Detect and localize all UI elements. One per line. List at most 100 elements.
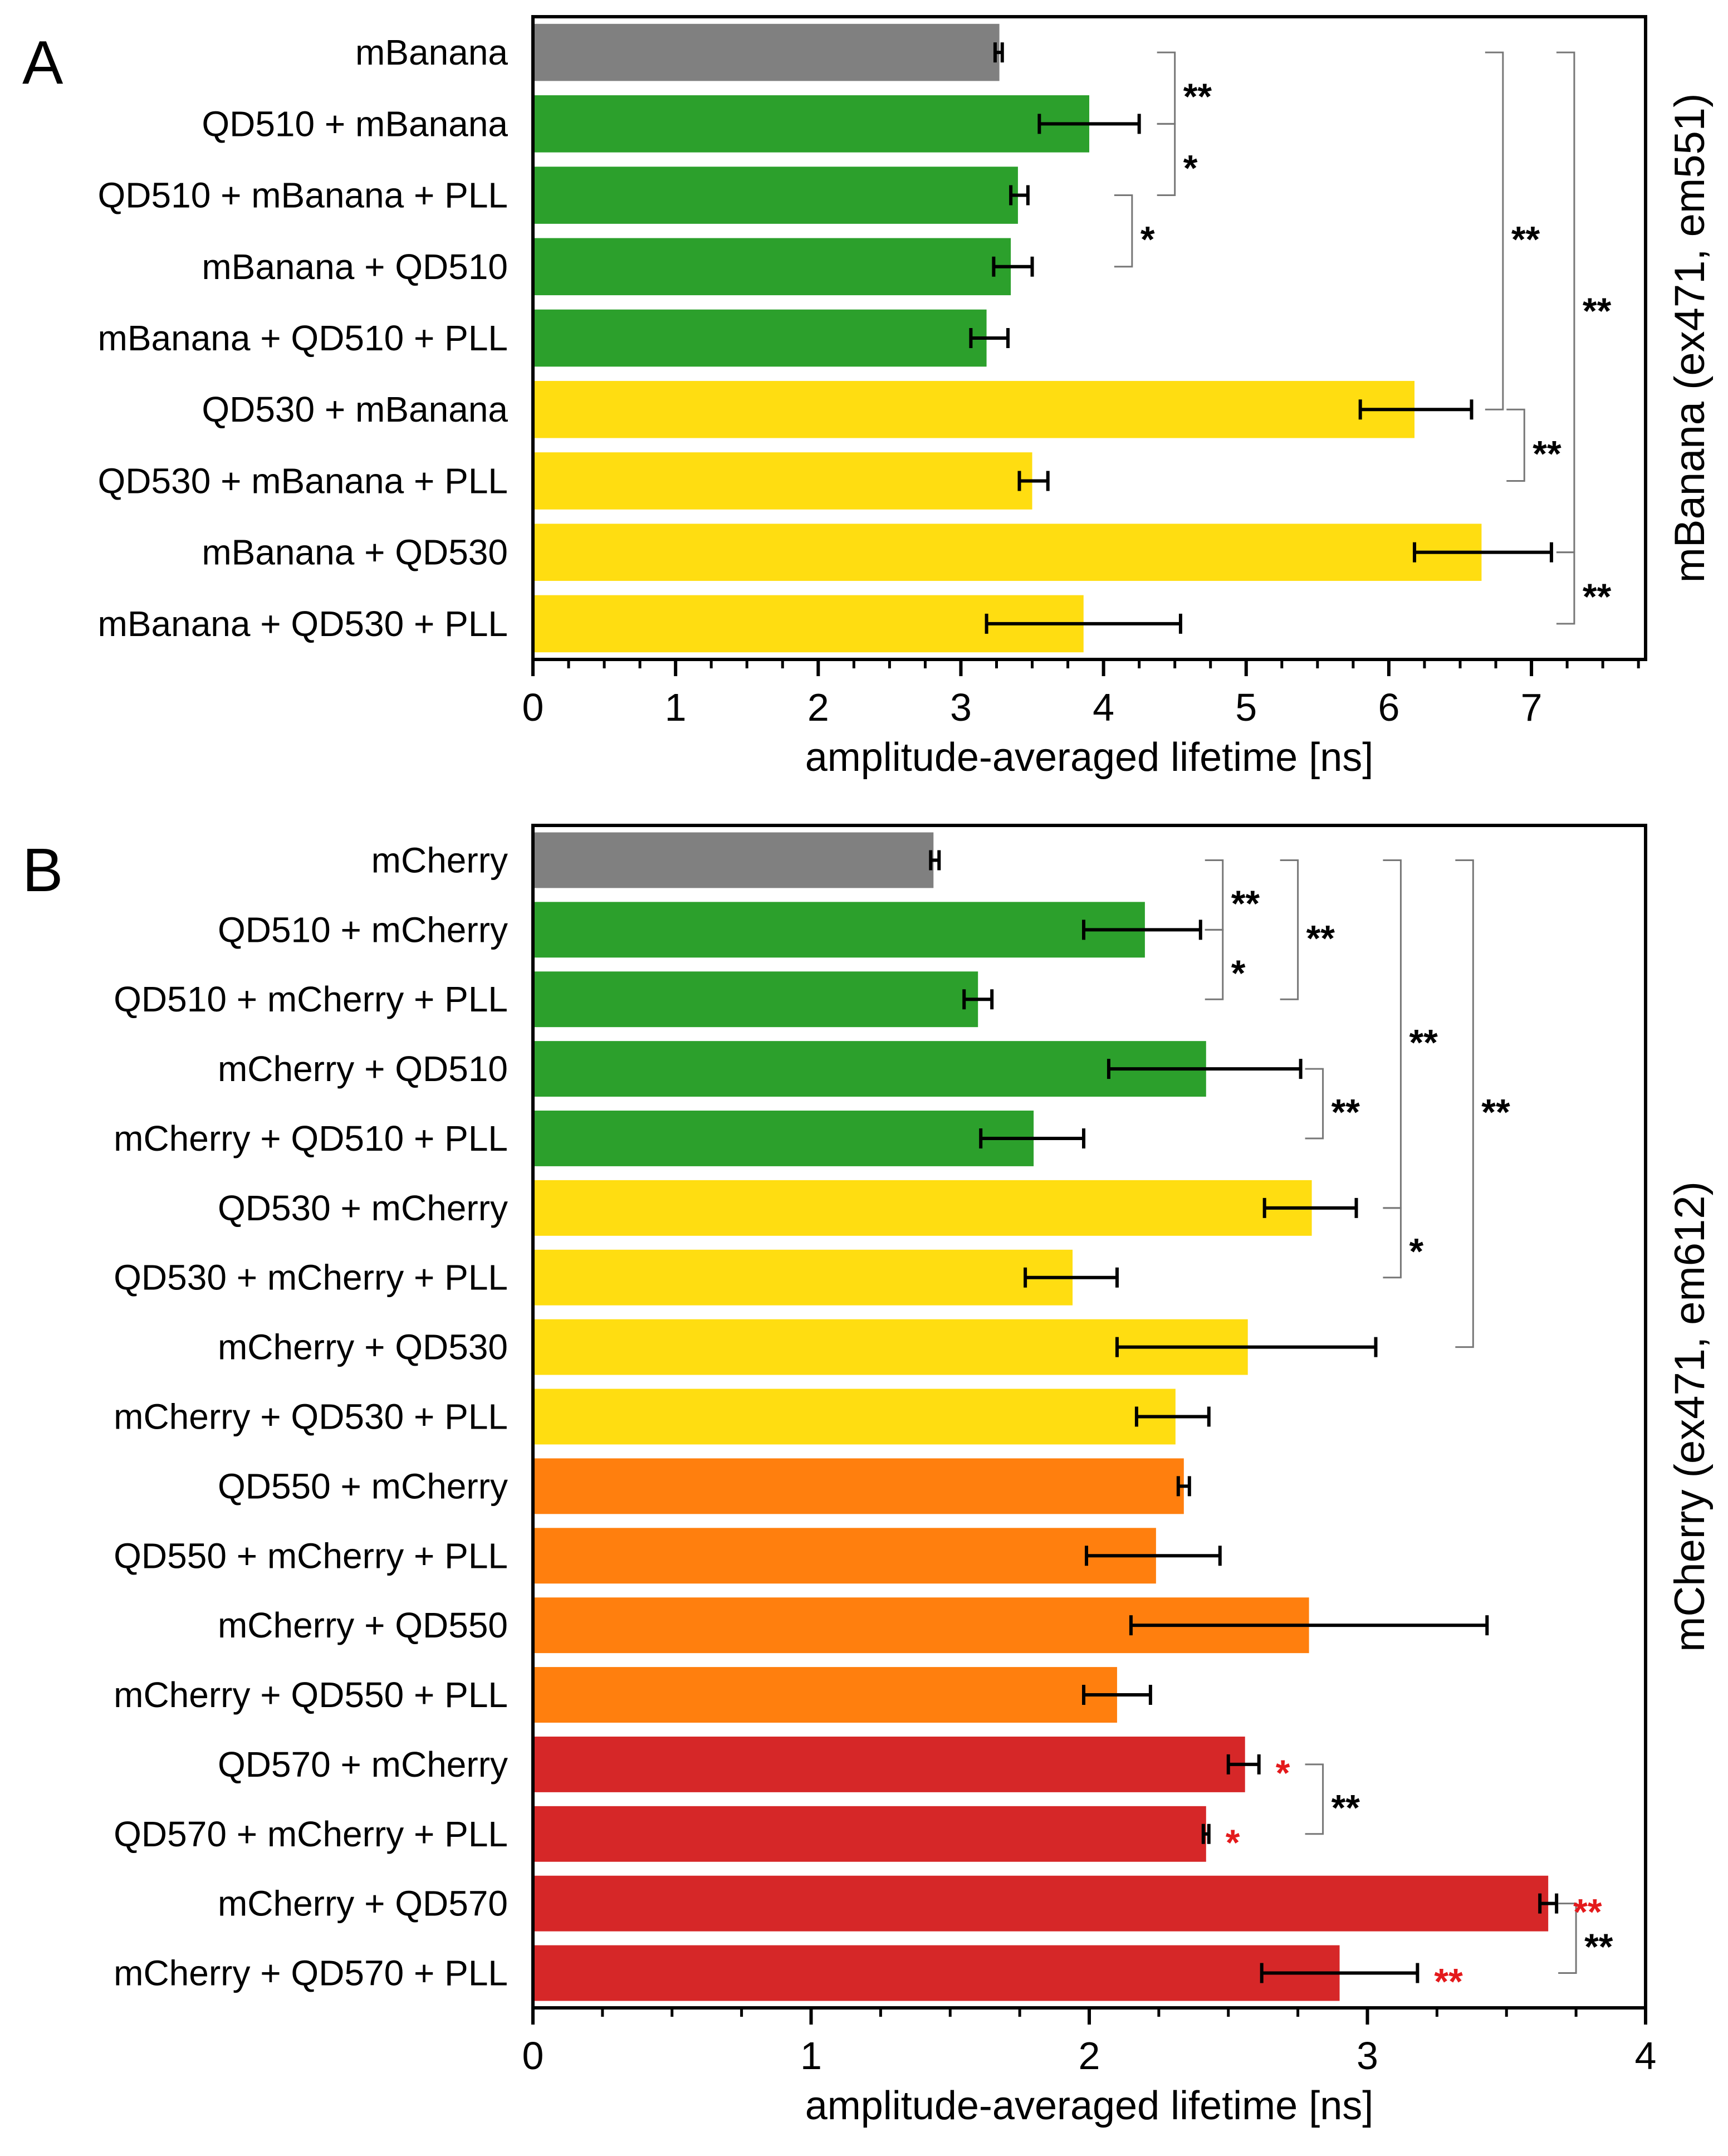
significance-label: ** — [1583, 290, 1612, 331]
category-label: mCherry + QD530 + PLL — [114, 1397, 508, 1437]
x-tick-label: 4 — [1093, 686, 1114, 729]
plot-frame — [531, 15, 1647, 661]
significance-bracket — [1383, 859, 1402, 1209]
significance-bracket — [1556, 551, 1575, 625]
category-label: mBanana — [355, 32, 508, 72]
category-label: QD510 + mCherry + PLL — [114, 979, 508, 1019]
category-label: QD530 + mCherry + PLL — [114, 1258, 508, 1298]
significance-bracket — [1205, 859, 1224, 931]
significance-label: ** — [1511, 219, 1540, 260]
x-tick-label: 3 — [1357, 2034, 1378, 2077]
bar — [533, 238, 1011, 296]
x-tick-label: 2 — [807, 686, 829, 729]
significance-bracket — [1114, 194, 1133, 268]
significance-bracket — [1455, 859, 1474, 1348]
category-label: QD510 + mCherry — [218, 910, 508, 950]
significance-label: * — [1183, 147, 1198, 188]
significance-bracket — [1280, 859, 1299, 1000]
bar — [533, 971, 978, 1028]
bar — [533, 1945, 1340, 2001]
category-label: mBanana + QD510 — [202, 247, 508, 287]
category-label: mCherry + QD510 + PLL — [114, 1118, 508, 1158]
category-label: QD530 + mBanana — [202, 389, 508, 429]
bar — [533, 1249, 1073, 1306]
bar — [533, 1458, 1184, 1514]
x-axis-label: amplitude-averaged lifetime [ns] — [805, 2084, 1374, 2128]
category-label: mCherry + QD570 + PLL — [114, 1953, 508, 1993]
category-label: mCherry + QD510 — [218, 1049, 508, 1089]
significance-bracket — [1485, 51, 1504, 410]
x-tick-label: 1 — [665, 686, 687, 729]
significance-label: ** — [1306, 917, 1335, 959]
category-label: QD570 + mCherry — [218, 1744, 508, 1785]
bar — [533, 1806, 1206, 1862]
significance-label: ** — [1584, 1926, 1613, 1967]
category-label: QD530 + mBanana + PLL — [98, 461, 508, 501]
category-label: mCherry — [371, 840, 508, 880]
bar — [533, 524, 1482, 581]
significance-label: * — [1140, 219, 1155, 260]
bar — [533, 309, 987, 367]
bar — [533, 832, 934, 888]
category-label: mCherry + QD550 + PLL — [114, 1675, 508, 1715]
panel-letter: B — [22, 836, 63, 905]
category-label: QD550 + mCherry + PLL — [114, 1536, 508, 1576]
significance-label: ** — [1332, 1092, 1360, 1133]
panel-a-mbanana-chart: mBanana QD510 + mBanana QD510 + mBanana + … — [22, 15, 1714, 780]
significance-label: * — [1231, 952, 1246, 994]
significance-bracket — [1305, 1763, 1324, 1835]
significance-label: * — [1409, 1230, 1423, 1272]
significance-marker-red: * — [1276, 1752, 1290, 1793]
bar — [533, 452, 1032, 510]
bar — [533, 1875, 1549, 1932]
bar — [533, 1111, 1034, 1166]
category-label: mCherry + QD550 — [218, 1605, 508, 1645]
significance-bracket — [1558, 1903, 1577, 1974]
bar — [533, 380, 1415, 438]
category-label: QD550 + mCherry — [218, 1466, 508, 1506]
significance-label: ** — [1533, 433, 1561, 474]
bar — [533, 1528, 1156, 1584]
significance-bracket — [1157, 123, 1176, 197]
x-tick-label: 7 — [1521, 686, 1543, 729]
bar — [533, 23, 1000, 81]
x-tick-label: 6 — [1378, 686, 1399, 729]
significance-marker-red: * — [1226, 1822, 1240, 1863]
significance-bracket — [1157, 51, 1176, 125]
bar — [533, 1180, 1312, 1236]
panel-b-mcherry-chart: mCherry QD510 + mCherry QD510 + mCherry + … — [22, 824, 1714, 2128]
category-label: mBanana + QD510 + PLL — [98, 318, 508, 358]
x-tick-label: 1 — [800, 2034, 822, 2077]
x-tick-label: 2 — [1079, 2034, 1100, 2077]
significance-bracket — [1506, 408, 1525, 482]
significance-label: ** — [1231, 883, 1260, 924]
bar — [533, 1041, 1206, 1097]
significance-bracket — [1556, 51, 1575, 554]
category-label: mBanana + QD530 + PLL — [98, 604, 508, 644]
category-label: mCherry + QD570 — [218, 1884, 508, 1924]
y-axis-label: mCherry (ex471, em612) — [1666, 1181, 1714, 1652]
significance-label: ** — [1481, 1092, 1510, 1133]
significance-label: ** — [1332, 1787, 1360, 1828]
significance-bracket — [1305, 1068, 1324, 1140]
bar — [533, 167, 1018, 224]
significance-label: ** — [1583, 576, 1612, 617]
category-label: QD530 + mCherry — [218, 1188, 508, 1228]
bar — [533, 1736, 1245, 1792]
x-tick-label: 4 — [1635, 2034, 1657, 2077]
category-label: QD510 + mBanana — [202, 104, 508, 144]
bar — [533, 902, 1145, 958]
y-axis-label: mBanana (ex471, em551) — [1666, 94, 1714, 583]
category-label: mCherry + QD530 — [218, 1327, 508, 1367]
significance-bracket — [1383, 1207, 1402, 1279]
x-tick-label: 0 — [522, 686, 544, 729]
significance-marker-red: ** — [1573, 1891, 1602, 1933]
panel-letter: A — [22, 28, 63, 97]
significance-marker-red: ** — [1434, 1961, 1463, 2002]
bar — [533, 95, 1089, 153]
bar — [533, 1667, 1117, 1723]
category-label: QD570 + mCherry + PLL — [114, 1814, 508, 1854]
bar — [533, 1389, 1176, 1445]
x-tick-label: 5 — [1235, 686, 1257, 729]
